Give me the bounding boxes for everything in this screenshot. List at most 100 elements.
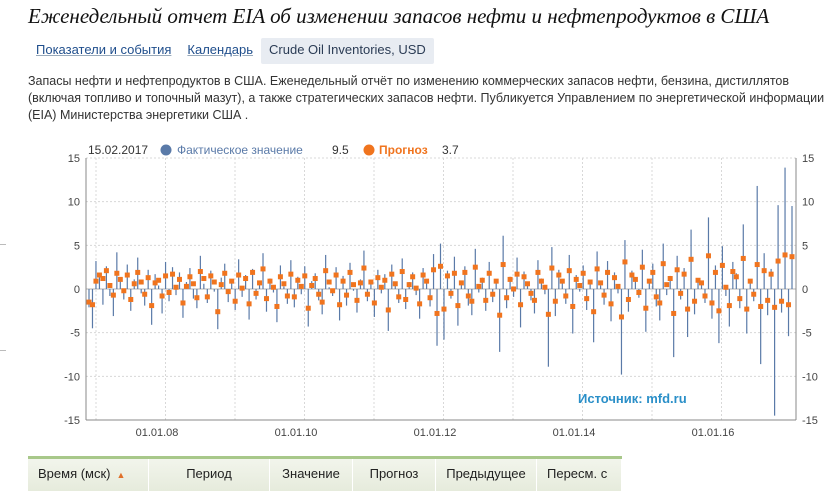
forecast-marker	[103, 268, 109, 274]
forecast-marker	[403, 296, 409, 302]
forecast-marker	[382, 277, 388, 283]
forecast-marker	[378, 284, 384, 290]
forecast-marker	[215, 309, 221, 315]
forecast-marker	[434, 310, 440, 316]
forecast-marker	[723, 284, 729, 290]
forecast-marker	[93, 278, 99, 284]
forecast-marker	[170, 271, 176, 277]
col-forecast[interactable]: Прогноз	[353, 459, 436, 491]
forecast-marker	[131, 281, 137, 287]
forecast-marker	[462, 269, 468, 275]
forecast-marker	[758, 303, 764, 309]
forecast-marker	[500, 262, 506, 268]
forecast-marker	[159, 293, 165, 299]
forecast-marker	[455, 303, 461, 309]
col-value[interactable]: Значение	[270, 459, 353, 491]
forecast-marker	[618, 314, 624, 320]
forecast-marker	[180, 300, 186, 306]
col-previous[interactable]: Предыдущее	[436, 459, 537, 491]
forecast-marker	[493, 278, 499, 284]
legend-actual-marker	[160, 144, 172, 156]
forecast-marker	[208, 273, 214, 279]
forecast-marker	[156, 277, 162, 283]
forecast-marker	[197, 269, 203, 275]
tab-crude-oil-inventories[interactable]: Crude Oil Inventories, USD	[261, 38, 434, 64]
forecast-marker	[699, 280, 705, 286]
forecast-marker	[632, 276, 638, 282]
forecast-marker	[246, 301, 252, 307]
forecast-marker	[281, 281, 287, 287]
forecast-marker	[615, 283, 621, 289]
forecast-marker	[302, 273, 308, 279]
y-tick-label-left: 15	[68, 153, 80, 165]
forecast-marker	[364, 291, 370, 297]
forecast-marker	[448, 290, 454, 296]
forecast-marker	[194, 295, 200, 301]
forecast-marker	[229, 278, 235, 284]
forecast-marker	[128, 296, 134, 302]
forecast-marker	[344, 292, 350, 298]
forecast-marker	[789, 254, 795, 260]
forecast-marker	[190, 281, 196, 287]
forecast-marker	[267, 278, 273, 284]
forecast-marker	[573, 276, 579, 282]
forecast-marker	[639, 264, 645, 270]
forecast-marker	[479, 277, 485, 283]
indicator-description: Запасы нефти и нефтепродуктов в США. Еже…	[28, 74, 825, 122]
y-tick-label-left: -10	[64, 371, 80, 383]
forecast-marker	[692, 298, 698, 304]
legend-actual-label[interactable]: Фактическое значение	[177, 143, 303, 157]
forecast-marker	[176, 276, 182, 282]
forecast-marker	[309, 283, 315, 289]
forecast-marker	[594, 266, 600, 272]
forecast-marker	[671, 310, 677, 316]
y-tick-label-left: -15	[64, 415, 80, 427]
forecast-marker	[236, 272, 242, 278]
col-period[interactable]: Период	[149, 459, 270, 491]
forecast-marker	[350, 282, 356, 288]
forecast-marker	[110, 292, 116, 298]
col-revised[interactable]: Пересм. с	[537, 459, 622, 491]
forecast-marker	[152, 280, 158, 286]
forecast-marker	[514, 271, 520, 277]
tab-calendar[interactable]: Календарь	[187, 42, 254, 57]
legend-forecast-label[interactable]: Прогноз	[379, 143, 428, 157]
forecast-marker	[591, 309, 597, 315]
forecast-marker	[340, 278, 346, 284]
forecast-marker	[636, 289, 642, 295]
legend-date: 15.02.2017	[88, 143, 148, 157]
y-tick-label-right: -5	[802, 328, 812, 340]
forecast-marker	[100, 276, 106, 282]
side-tick	[0, 244, 6, 245]
tab-indicators-events[interactable]: Показатели и события	[36, 42, 172, 57]
forecast-marker	[535, 269, 541, 275]
forecast-marker	[608, 301, 614, 307]
y-tick-label-right: 10	[802, 197, 814, 209]
forecast-marker	[163, 273, 169, 279]
forecast-marker	[772, 304, 778, 310]
chart-legend: 15.02.2017 Фактическое значение 9.5 Прог…	[88, 143, 459, 157]
forecast-marker	[357, 280, 363, 286]
col-time[interactable]: Время (мск) ▲	[28, 459, 149, 491]
inventory-chart[interactable]: -15 -15 -10 -10 -5 -5 0 0 5 5 10 10 15 15 01.01.08 01.0…	[0, 140, 838, 450]
forecast-marker	[277, 274, 283, 280]
forecast-marker	[361, 265, 367, 271]
forecast-marker	[305, 305, 311, 311]
forecast-marker	[96, 272, 102, 278]
forecast-marker	[768, 271, 774, 277]
forecast-marker	[263, 296, 269, 302]
forecast-marker	[685, 306, 691, 312]
y-tick-label-right: 0	[802, 284, 808, 296]
forecast-marker	[427, 295, 433, 301]
forecast-marker	[232, 298, 238, 304]
forecast-marker	[288, 271, 294, 277]
forecast-marker	[319, 299, 325, 305]
forecast-marker	[458, 280, 464, 286]
forecast-marker	[337, 302, 343, 308]
forecast-marker	[222, 270, 228, 276]
forecast-marker	[747, 278, 753, 284]
forecast-marker	[145, 275, 151, 281]
forecast-marker	[260, 266, 266, 272]
forecast-marker	[740, 255, 746, 261]
forecast-marker	[486, 270, 492, 276]
